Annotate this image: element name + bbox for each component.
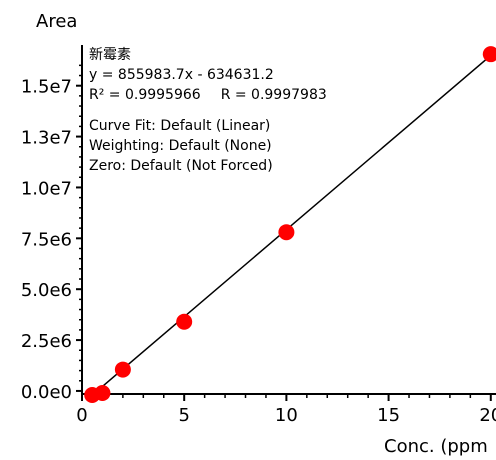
y-tick-label: 0.0e0 [21, 382, 72, 403]
x-tick-label: 0 [76, 405, 87, 426]
regression-equation: y = 855983.7x - 634631.2 [89, 67, 274, 83]
data-point [114, 361, 131, 378]
y-tick-label: 1.5e7 [21, 77, 72, 98]
r-squared: R² = 0.9995966 [89, 87, 201, 103]
y-axis-title: Area [36, 11, 77, 32]
x-tick-label: 15 [377, 405, 400, 426]
r-values-row: R² = 0.9995966 R = 0.9997983 [89, 87, 327, 103]
y-tick-label: 7.5e6 [21, 229, 72, 250]
x-tick-label: 10 [275, 405, 298, 426]
r-value: R = 0.9997983 [220, 87, 327, 103]
axes [81, 45, 496, 395]
fit-line-group [91, 50, 496, 396]
ticks: 0.0e0 2.5e6 5.0e6 7.5e6 1.0e7 1.3e7 1.5e7 0 5 10 1… [21, 64, 496, 426]
y-tick-label: 1.0e7 [21, 178, 72, 199]
data-point [176, 313, 193, 330]
fit-line [91, 50, 496, 396]
data-point [278, 224, 295, 241]
compound-name: 新霉素 [89, 47, 131, 63]
y-tick-label: 2.5e6 [21, 331, 72, 352]
curve-fit-label: Curve Fit: Default (Linear) [89, 118, 271, 134]
y-tick-label: 5.0e6 [21, 280, 72, 301]
x-tick-label: 20 [479, 405, 496, 426]
y-tick-label: 1.3e7 [21, 128, 72, 149]
x-axis-title: Conc. (ppm [384, 436, 488, 456]
weighting-label: Weighting: Default (None) [89, 138, 272, 154]
data-point [94, 384, 111, 401]
data-point [482, 46, 496, 63]
data-points [84, 46, 496, 404]
x-tick-label: 5 [178, 405, 189, 426]
zero-label: Zero: Default (Not Forced) [89, 158, 273, 174]
